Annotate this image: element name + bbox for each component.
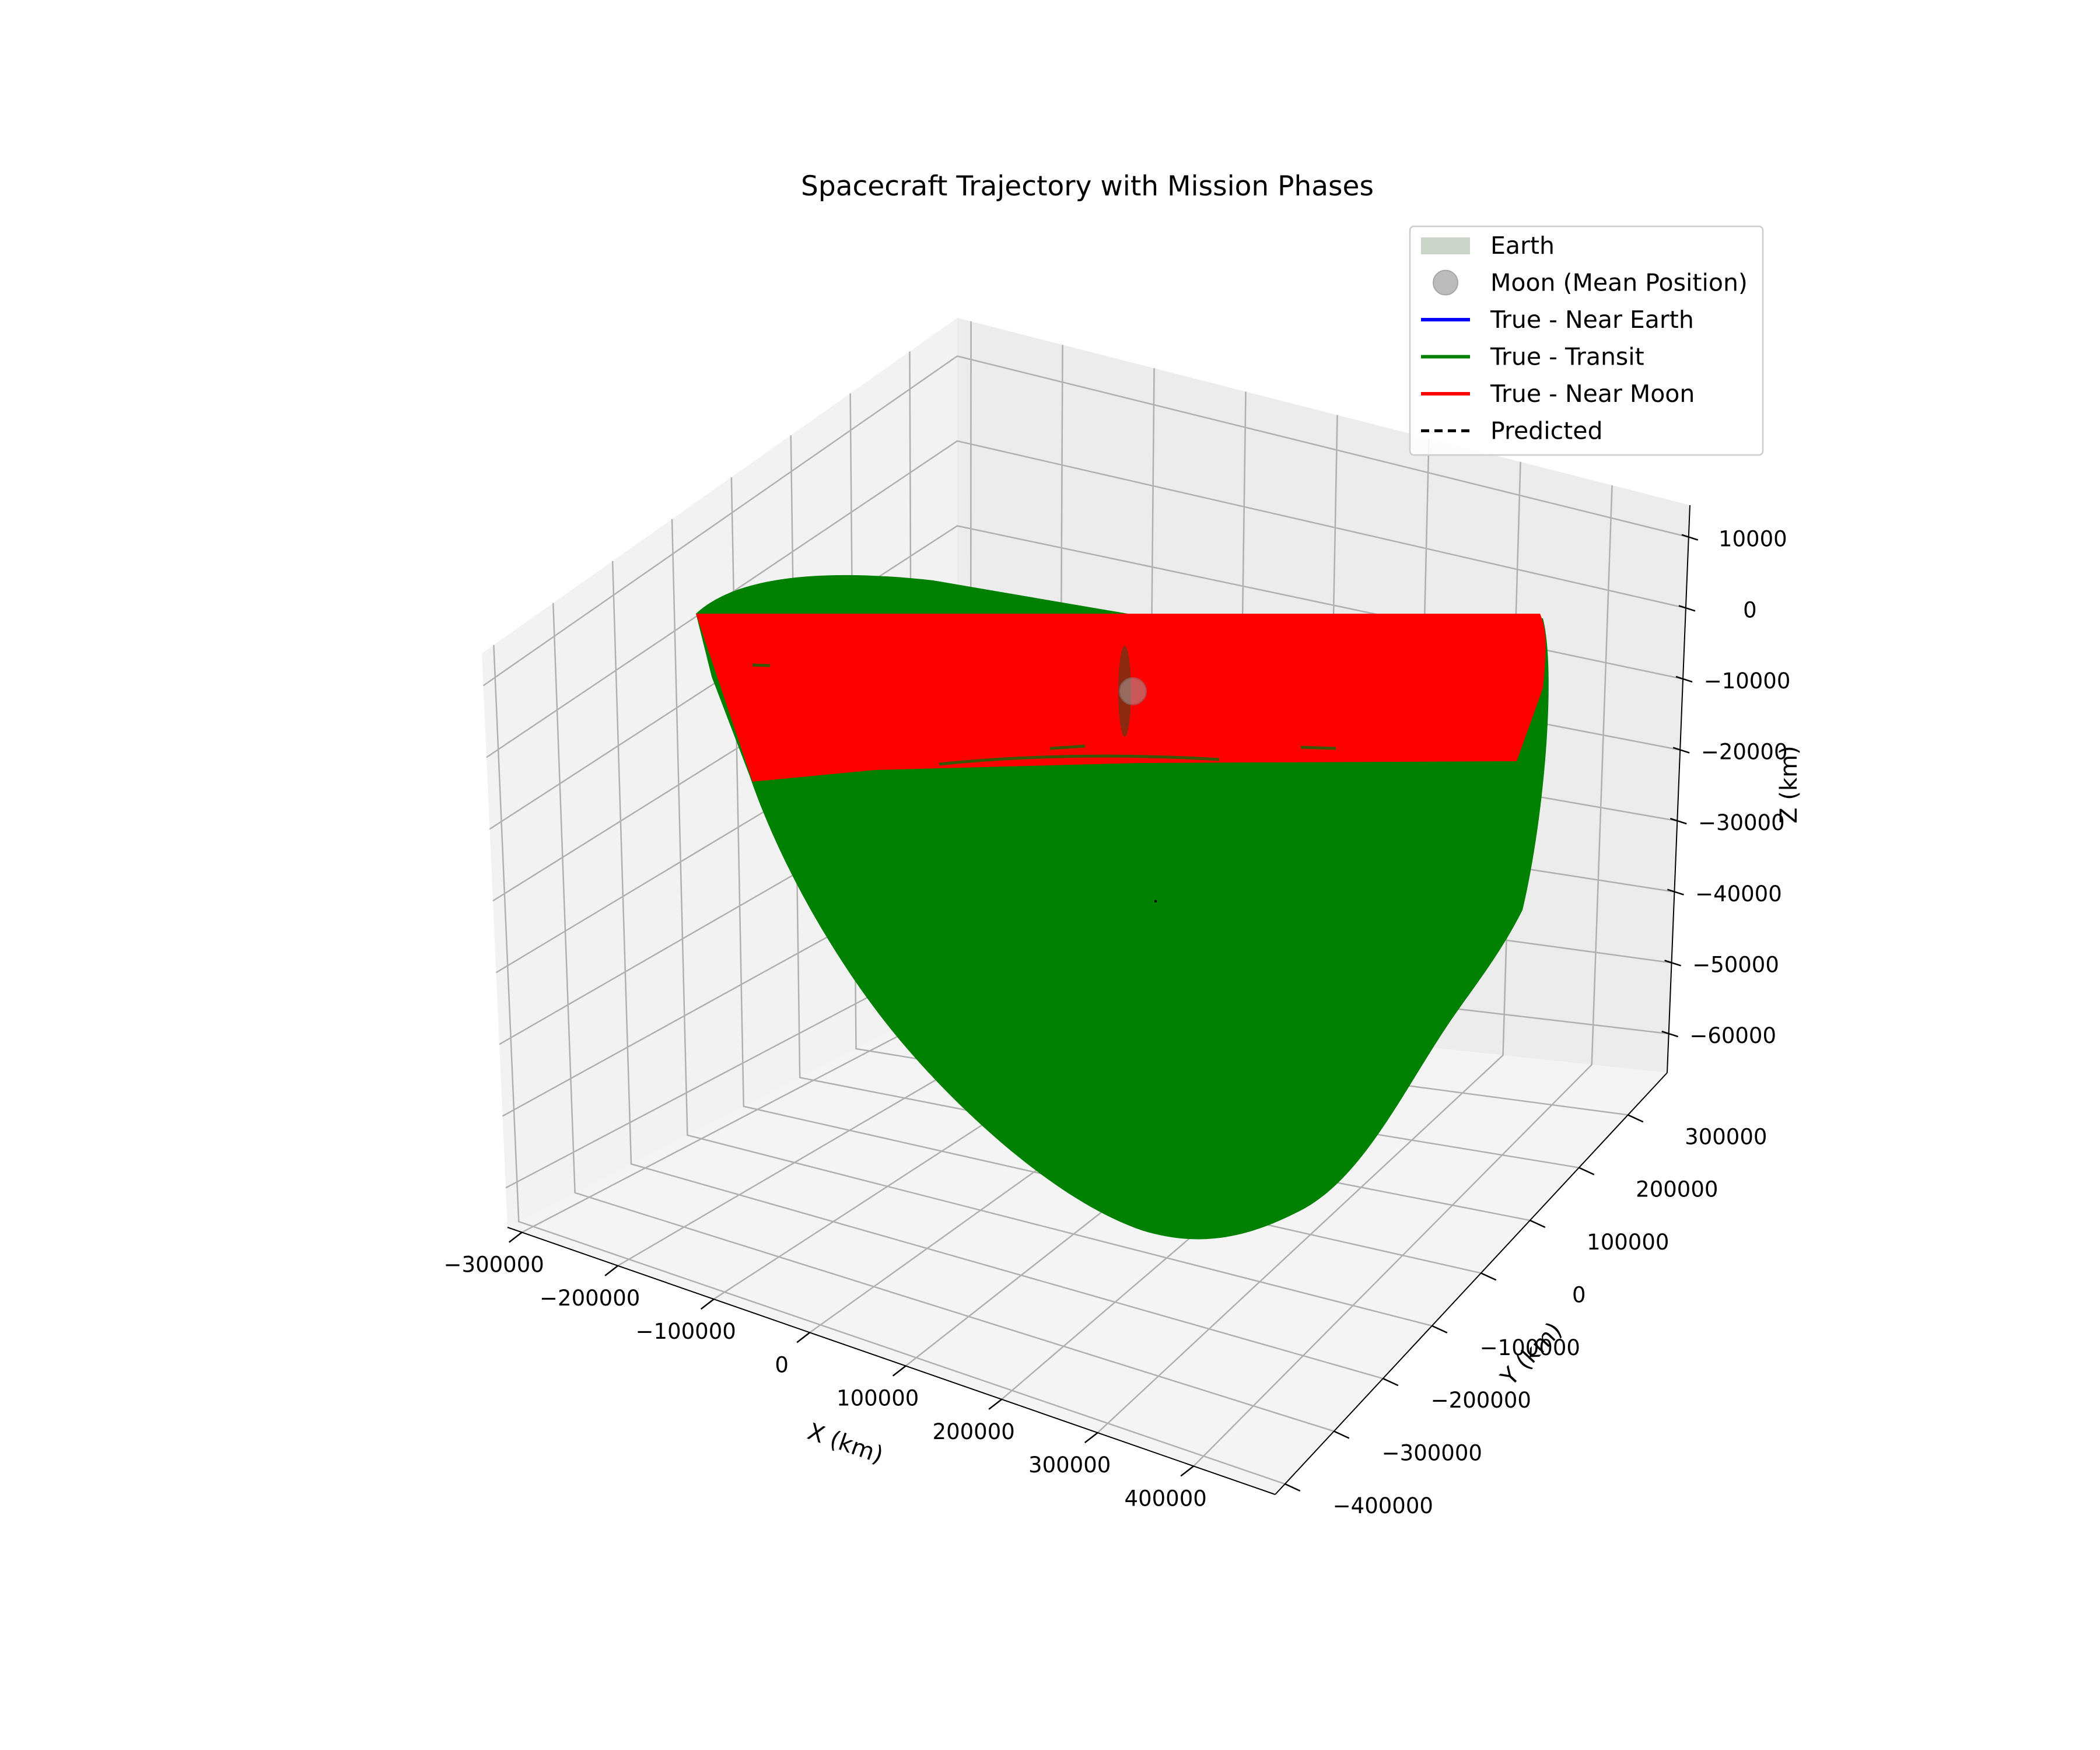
z-tick-label: 10000 [1718,527,1787,552]
y-tick-label: 0 [1572,1282,1586,1307]
green-streaks [752,663,1336,766]
legend-label: Moon (Mean Position) [1490,269,1748,297]
legend-item: True - Transit [1421,343,1644,371]
left-pane [482,318,957,1227]
x-tick-mark [700,1298,715,1310]
z-tick-label: −40000 [1695,881,1782,907]
z-tick-mark [1681,534,1699,541]
z-tick-label: −30000 [1698,810,1785,835]
y-tick-label: 200000 [1636,1177,1718,1202]
y-tick-mark [1334,1430,1350,1439]
y-tick-label: 300000 [1685,1124,1767,1149]
legend-item: Moon (Mean Position) [1433,269,1748,297]
grid-line-z [486,440,1686,758]
x-tick-mark [1180,1465,1194,1477]
x-tick-mark [796,1332,810,1343]
x-tick-label: 400000 [1125,1486,1207,1511]
y-tick-label: −100000 [1480,1335,1580,1360]
grid-line-y [611,561,1384,1380]
tick-marks [508,534,1699,1492]
x-tick-mark [892,1365,907,1377]
grid-line-x [1193,485,1613,1467]
legend-item: Earth [1421,232,1555,260]
legend-item: Predicted [1421,417,1602,445]
z-tick-label: −50000 [1692,952,1779,977]
x-tick-label: 100000 [836,1386,919,1411]
y-tick-mark [1480,1272,1497,1281]
moon-marker [1119,677,1147,705]
z-tick-mark [1672,747,1690,754]
legend-label: True - Near Earth [1490,306,1694,334]
legend-frame [1409,225,1764,456]
x-tick-mark [508,1231,523,1243]
z-tick-mark [1661,1030,1679,1038]
z-tick-label: −20000 [1701,740,1788,765]
x-tick-label: −300000 [444,1252,544,1278]
z-axis-label: Z (km) [1776,746,1803,823]
y-tick-label: 100000 [1587,1230,1669,1255]
z-tick-label: −10000 [1704,668,1791,694]
x-tick-label: −200000 [540,1286,640,1311]
z-tick-mark [1670,818,1687,825]
y-tick-mark [1530,1219,1546,1228]
x-tick-label: 300000 [1028,1452,1111,1478]
chart-title: Spacecraft Trajectory with Mission Phase… [801,170,1374,202]
earth-marker [1154,900,1157,902]
grid-line-y [671,519,1433,1327]
earth-legend-swatch [1421,237,1470,254]
y-tick-label: −300000 [1382,1441,1482,1466]
grid-line-z [482,355,1689,687]
legend-item: True - Near Earth [1421,306,1694,334]
moon-legend-marker [1433,270,1458,296]
z-tick-mark [1664,960,1681,967]
y-tick-mark [1628,1114,1644,1123]
x-tick-label: −100000 [636,1319,736,1344]
pane-edges [507,505,1690,1495]
z-tick-label: −60000 [1689,1023,1776,1048]
y-tick-label: −200000 [1431,1388,1531,1413]
legend: Earth Moon (Mean Position) True - Near Ear… [1409,225,1764,456]
x-tick-label: 0 [775,1352,789,1377]
y-tick-mark [1382,1378,1399,1387]
x-axis-label: X (km) [804,1418,887,1469]
y-tick-mark [1284,1483,1301,1492]
grid-line-y [552,603,1335,1432]
grid-line-y [493,645,1286,1485]
x-tick-mark [988,1398,1002,1410]
legend-label: True - Near Moon [1490,380,1695,408]
y-tick-mark [1578,1167,1595,1175]
legend-label: True - Transit [1490,343,1644,371]
y-tick-mark [1432,1325,1448,1334]
x-tick-mark [604,1265,618,1276]
x-tick-mark [1084,1432,1098,1444]
tick-labels: −300000−200000−1000000100000200000300000… [444,527,1791,1518]
z-tick-mark [1667,888,1684,896]
y-tick-label: −400000 [1333,1493,1433,1518]
z-tick-mark [1678,605,1696,612]
z-tick-label: 0 [1743,597,1757,622]
z-tick-mark [1675,676,1693,683]
legend-item: True - Near Moon [1421,380,1695,408]
legend-label: Predicted [1490,417,1602,445]
x-tick-label: 200000 [933,1419,1015,1444]
legend-label: Earth [1490,232,1555,260]
